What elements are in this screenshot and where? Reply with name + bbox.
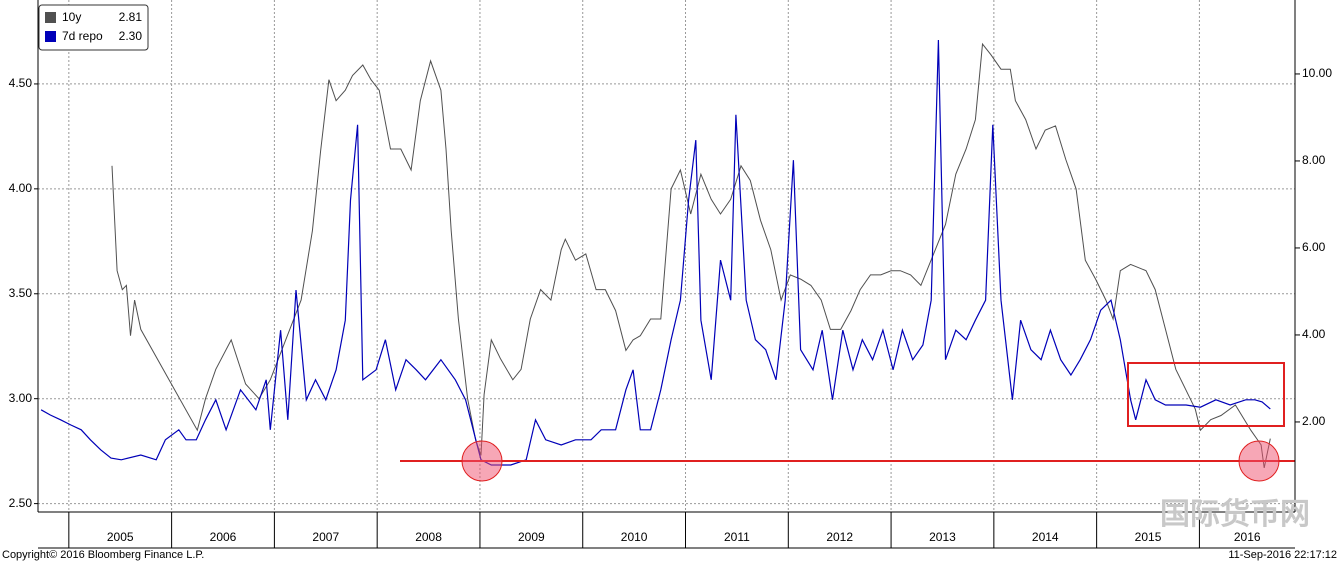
x-tick-label: 2011 — [724, 530, 750, 544]
x-tick-label: 2008 — [415, 530, 442, 544]
y-tick-label: 4.50 — [9, 76, 33, 90]
series-line — [111, 42, 1271, 469]
lines — [40, 39, 1271, 469]
y2-tick-label: 6.00 — [1302, 240, 1326, 254]
annotations — [400, 362, 1295, 482]
series-line — [40, 39, 1271, 466]
legend-swatch — [45, 31, 56, 42]
x-tick-label: 2014 — [1032, 530, 1059, 544]
axes: 2.50 3.00 3.50 4.00 4.50 2.00 4.00 6.00 8.00 10.0… — [9, 0, 1332, 549]
legend-label: 10y — [62, 10, 81, 24]
x-tick-label: 2009 — [518, 530, 545, 544]
legend: 10y 2.81 7d repo 2.30 — [38, 4, 149, 51]
y-tick-label: 4.00 — [9, 181, 33, 195]
x-tick-label: 2006 — [210, 530, 237, 544]
y2-tick-label: 4.00 — [1302, 327, 1326, 341]
highlight-box — [1127, 362, 1285, 427]
legend-swatch — [45, 12, 56, 23]
x-tick-label: 2010 — [621, 530, 648, 544]
watermark: 国际货币网 — [1160, 497, 1310, 531]
legend-box — [38, 4, 149, 51]
legend-label: 7d repo — [62, 29, 103, 43]
timestamp: 11-Sep-2016 22:17:12 — [1228, 549, 1337, 561]
highlight-circle — [461, 440, 503, 482]
y-tick-label: 2.50 — [9, 496, 33, 510]
x-tick-label: 2012 — [826, 530, 853, 544]
legend-value: 2.81 — [119, 10, 143, 24]
x-tick-label: 2007 — [312, 530, 339, 544]
y2-tick-label: 2.00 — [1302, 414, 1326, 428]
grid — [38, 0, 1295, 512]
highlight-circle — [1238, 440, 1280, 482]
y-tick-label: 3.50 — [9, 286, 33, 300]
y2-tick-label: 10.00 — [1302, 66, 1332, 80]
x-tick-label: 2015 — [1135, 530, 1162, 544]
y2-tick-label: 8.00 — [1302, 153, 1326, 167]
x-tick-label: 2005 — [107, 530, 134, 544]
y-tick-label: 3.00 — [9, 391, 33, 405]
source: Copyright© 2016 Bloomberg Finance L.P. — [2, 549, 204, 561]
x-tick-label: 2013 — [929, 530, 956, 544]
legend-value: 2.30 — [119, 29, 143, 43]
x-tick-label: 2016 — [1234, 530, 1261, 544]
